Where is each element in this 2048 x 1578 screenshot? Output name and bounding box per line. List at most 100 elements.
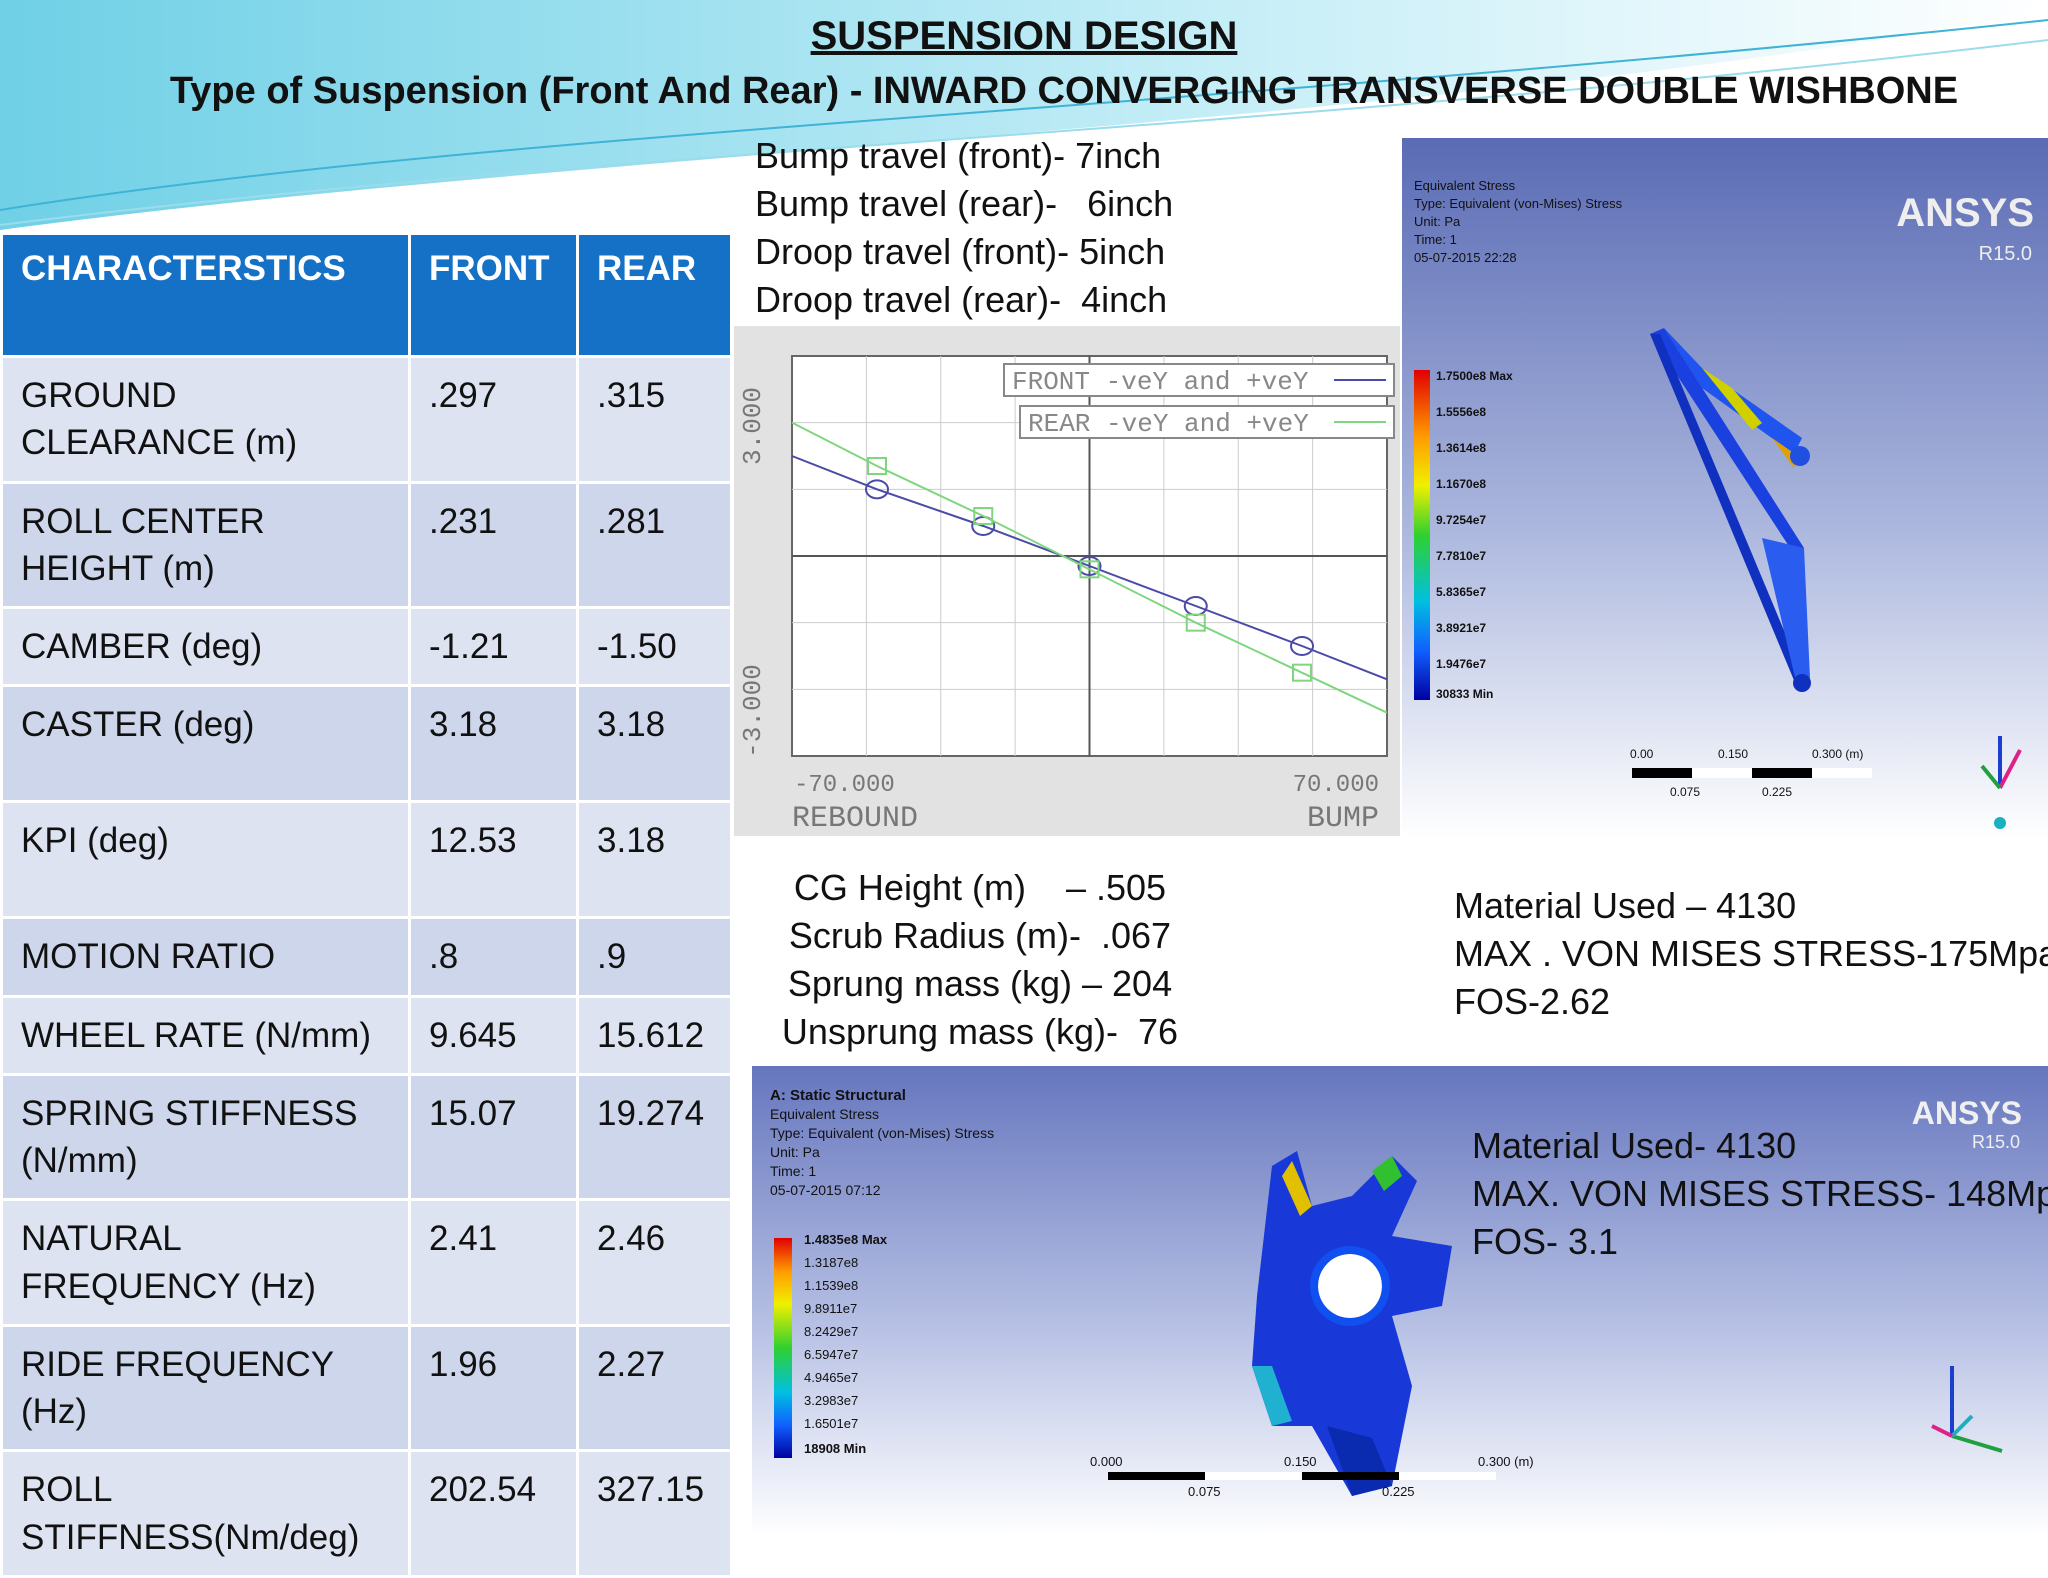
row-rear: 3.18 — [579, 803, 730, 917]
row-rear: 327.15 — [579, 1452, 730, 1575]
legend-rear-label: REAR -veY and +veY — [1028, 409, 1309, 439]
knuckle-max-stress: MAX. VON MISES STRESS- 148Mpa — [1472, 1173, 2048, 1214]
sim1-info-2: Unit: Pa — [1414, 214, 1461, 229]
table-row: KPI (deg) 12.53 3.18 — [3, 803, 730, 917]
sim1-scale-0: 0.00 — [1630, 747, 1654, 761]
row-label: ROLL CENTER HEIGHT (m) — [3, 483, 408, 606]
sim2-info-2: Type: Equivalent (von-Mises) Stress — [770, 1125, 994, 1141]
sim2-info-0: A: Static Structural — [770, 1087, 906, 1104]
rear-data-point — [1079, 560, 1100, 579]
row-label: GROUND CLEARANCE (m) — [3, 358, 408, 481]
sim1-scale-1: 0.150 — [1718, 747, 1748, 761]
droop-travel-rear: Droop travel (rear)- 4inch — [755, 279, 1168, 320]
row-rear: 3.18 — [579, 687, 730, 801]
background-swoosh — [0, 0, 2048, 230]
legend-front-box — [1003, 363, 1395, 397]
row-rear: 2.27 — [579, 1326, 730, 1450]
row-front: 9.645 — [411, 997, 576, 1073]
sim1-color-legend — [1414, 370, 1430, 700]
sim2-legend-0: 1.4835e8 Max — [804, 1232, 888, 1247]
row-rear: .315 — [579, 358, 730, 481]
row-rear: .9 — [579, 919, 730, 995]
legend-rear-box — [1019, 405, 1395, 439]
front-data-point — [1290, 636, 1314, 656]
sim2-info-3: Unit: Pa — [770, 1144, 820, 1160]
mass-specs: CG Height (m) – .505 Scrub Radius (m)- .0… — [770, 864, 1190, 1056]
sim1-scale-3: 0.075 — [1670, 785, 1700, 799]
table-row: ROLL CENTER HEIGHT (m) .231.281 — [3, 483, 730, 606]
row-label: KPI (deg) — [3, 803, 408, 917]
row-label: ROLL STIFFNESS(Nm/deg) — [3, 1452, 408, 1575]
sim2-legend-4: 8.2429e7 — [804, 1324, 858, 1339]
knuckle-fos: FOS- 3.1 — [1472, 1221, 1619, 1262]
sim1-info-4: 05-07-2015 22:28 — [1414, 250, 1517, 265]
sim2-legend-1: 1.3187e8 — [804, 1255, 858, 1270]
sim1-legend-4: 9.7254e7 — [1436, 513, 1486, 527]
row-front: 3.18 — [411, 687, 576, 801]
sim2-color-legend — [774, 1238, 792, 1458]
table-row: WHEEL RATE (N/mm) 9.645 15.612 — [3, 997, 730, 1073]
sim1-legend-8: 1.9476e7 — [1436, 657, 1486, 671]
row-rear: 19.274 — [579, 1075, 730, 1199]
sim2-info-1: Equivalent Stress — [770, 1106, 879, 1122]
x-min-label: -70.000 — [794, 772, 895, 799]
unsprung-mass: Unsprung mass (kg)- 76 — [781, 1011, 1179, 1052]
sim2-axis-triad-icon — [1931, 1366, 2003, 1453]
sim2-scale-4: 0.225 — [1382, 1484, 1415, 1499]
header-characteristics: CHARACTERSTICS — [3, 235, 408, 355]
sim1-info-0: Equivalent Stress — [1414, 178, 1516, 193]
wishbone-model — [1650, 328, 1811, 692]
sim1-legend-6: 5.8365e7 — [1436, 585, 1486, 599]
cg-height: CG Height (m) – .505 — [793, 867, 1167, 908]
row-front: .297 — [411, 358, 576, 481]
y-max-label: 3.000 — [738, 387, 768, 465]
x-max-label: 70.000 — [1293, 772, 1379, 799]
row-front: 2.41 — [411, 1201, 576, 1324]
row-rear: .281 — [579, 483, 730, 606]
row-rear: 2.46 — [579, 1201, 730, 1324]
x-right-caption: BUMP — [1307, 802, 1379, 836]
characteristics-table: CHARACTERSTICS FRONT REAR GROUND CLEARAN… — [0, 232, 733, 1578]
row-front: 15.07 — [411, 1075, 576, 1199]
table-row: CASTER (deg) 3.18 3.18 — [3, 687, 730, 801]
sprung-mass: Sprung mass (kg) – 204 — [787, 963, 1173, 1004]
sim2-info-5: 05-07-2015 07:12 — [770, 1182, 881, 1198]
sim1-scale-4: 0.225 — [1762, 785, 1792, 799]
scrub-radius: Scrub Radius (m)- .067 — [788, 915, 1172, 956]
sim2-legend-7: 3.2983e7 — [804, 1393, 858, 1408]
front-data-point — [865, 479, 889, 500]
sim2-scale-1: 0.150 — [1284, 1454, 1317, 1469]
row-label: WHEEL RATE (N/mm) — [3, 997, 408, 1073]
table-row: ROLL STIFFNESS(Nm/deg) 202.54 327.15 — [3, 1452, 730, 1575]
rear-series-line — [791, 421, 1388, 714]
sim2-legend-8: 1.6501e7 — [804, 1416, 858, 1431]
sim2-legend-5: 6.5947e7 — [804, 1347, 858, 1362]
row-label: MOTION RATIO — [3, 919, 408, 995]
row-rear: 15.612 — [579, 997, 730, 1073]
front-series-line — [791, 455, 1388, 681]
row-label: CASTER (deg) — [3, 687, 408, 801]
table-row: RIDE FREQUENCY (Hz) 1.96 2.27 — [3, 1326, 730, 1450]
travel-specs: Bump travel (front)- 7inch Bump travel (r… — [755, 132, 1173, 324]
wishbone-max-stress: MAX . VON MISES STRESS-175Mpa — [1454, 933, 2048, 974]
rear-data-point — [1185, 613, 1206, 632]
table-row: SPRING STIFFNESS (N/mm) 15.07 19.274 — [3, 1075, 730, 1199]
row-front: 1.96 — [411, 1326, 576, 1450]
sim1-legend-3: 1.1670e8 — [1436, 477, 1486, 491]
wishbone-render: Equivalent Stress Type: Equivalent (von-… — [1402, 138, 2048, 838]
row-rear: -1.50 — [579, 609, 730, 685]
knuckle-stress-simulation: A: Static Structural Equivalent Stress T… — [752, 1066, 2048, 1536]
sim1-legend-1: 1.5556e8 — [1436, 405, 1486, 419]
row-front: 12.53 — [411, 803, 576, 917]
knuckle-material: Material Used- 4130 — [1472, 1125, 1797, 1166]
sim2-legend-6: 4.9465e7 — [804, 1370, 858, 1385]
sim2-legend-9: 18908 Min — [804, 1441, 866, 1456]
sim2-scale-0: 0.000 — [1090, 1454, 1123, 1469]
page-title: SUSPENSION DESIGN — [810, 14, 1238, 58]
bump-travel-front: Bump travel (front)- 7inch — [755, 135, 1162, 176]
sim2-scale-3: 0.075 — [1188, 1484, 1221, 1499]
wishbone-material: Material Used – 4130 — [1454, 885, 1797, 926]
page-subtitle: Type of Suspension (Front And Rear) - IN… — [169, 70, 1959, 112]
sim1-info-1: Type: Equivalent (von-Mises) Stress — [1414, 196, 1623, 211]
wishbone-material-info: Material Used – 4130 MAX . VON MISES STRE… — [1454, 882, 2048, 1026]
